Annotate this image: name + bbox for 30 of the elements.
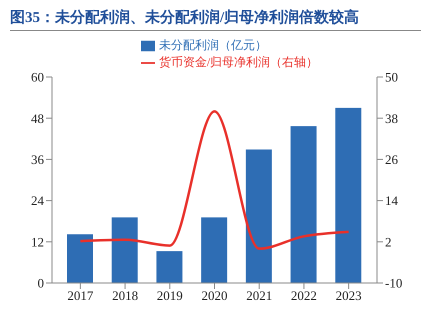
bar bbox=[201, 217, 228, 283]
legend-label: 货币资金/归母净利润（右轴） bbox=[158, 55, 318, 69]
legend-label: 未分配利润（亿元） bbox=[158, 38, 267, 52]
y-tick-label: 36 bbox=[31, 152, 44, 168]
x-tick-label: 2023 bbox=[336, 288, 362, 304]
x-tick-label: 2021 bbox=[246, 288, 272, 304]
bar bbox=[290, 126, 317, 283]
y-tick-label: 48 bbox=[31, 110, 44, 126]
x-tick-label: 2019 bbox=[156, 288, 183, 304]
chart-title: 图35：未分配利润、未分配利润/归母净利润倍数较高 bbox=[10, 8, 421, 31]
x-tick-label: 2020 bbox=[202, 288, 228, 304]
bar bbox=[112, 217, 138, 283]
y2-tick-label: 50 bbox=[385, 70, 398, 85]
y2-tick-label: 14 bbox=[385, 193, 398, 208]
x-tick-label: 2017 bbox=[67, 288, 94, 304]
bar bbox=[67, 234, 93, 283]
y2-tick-label: 38 bbox=[385, 110, 398, 126]
y-tick-label: 24 bbox=[31, 193, 44, 208]
y-tick-label: 60 bbox=[31, 70, 44, 85]
x-tick-label: 2018 bbox=[112, 288, 138, 304]
y-tick-label: 12 bbox=[31, 234, 44, 250]
y2-tick-label: 26 bbox=[385, 152, 398, 168]
bar bbox=[335, 108, 362, 283]
y2-tick-label: -10 bbox=[385, 276, 402, 291]
bar bbox=[246, 149, 272, 283]
x-tick-label: 2022 bbox=[290, 288, 317, 304]
y-tick-label: 0 bbox=[38, 276, 44, 291]
y2-tick-label: 2 bbox=[385, 234, 392, 250]
bar bbox=[156, 251, 182, 283]
line-series bbox=[79, 110, 350, 250]
